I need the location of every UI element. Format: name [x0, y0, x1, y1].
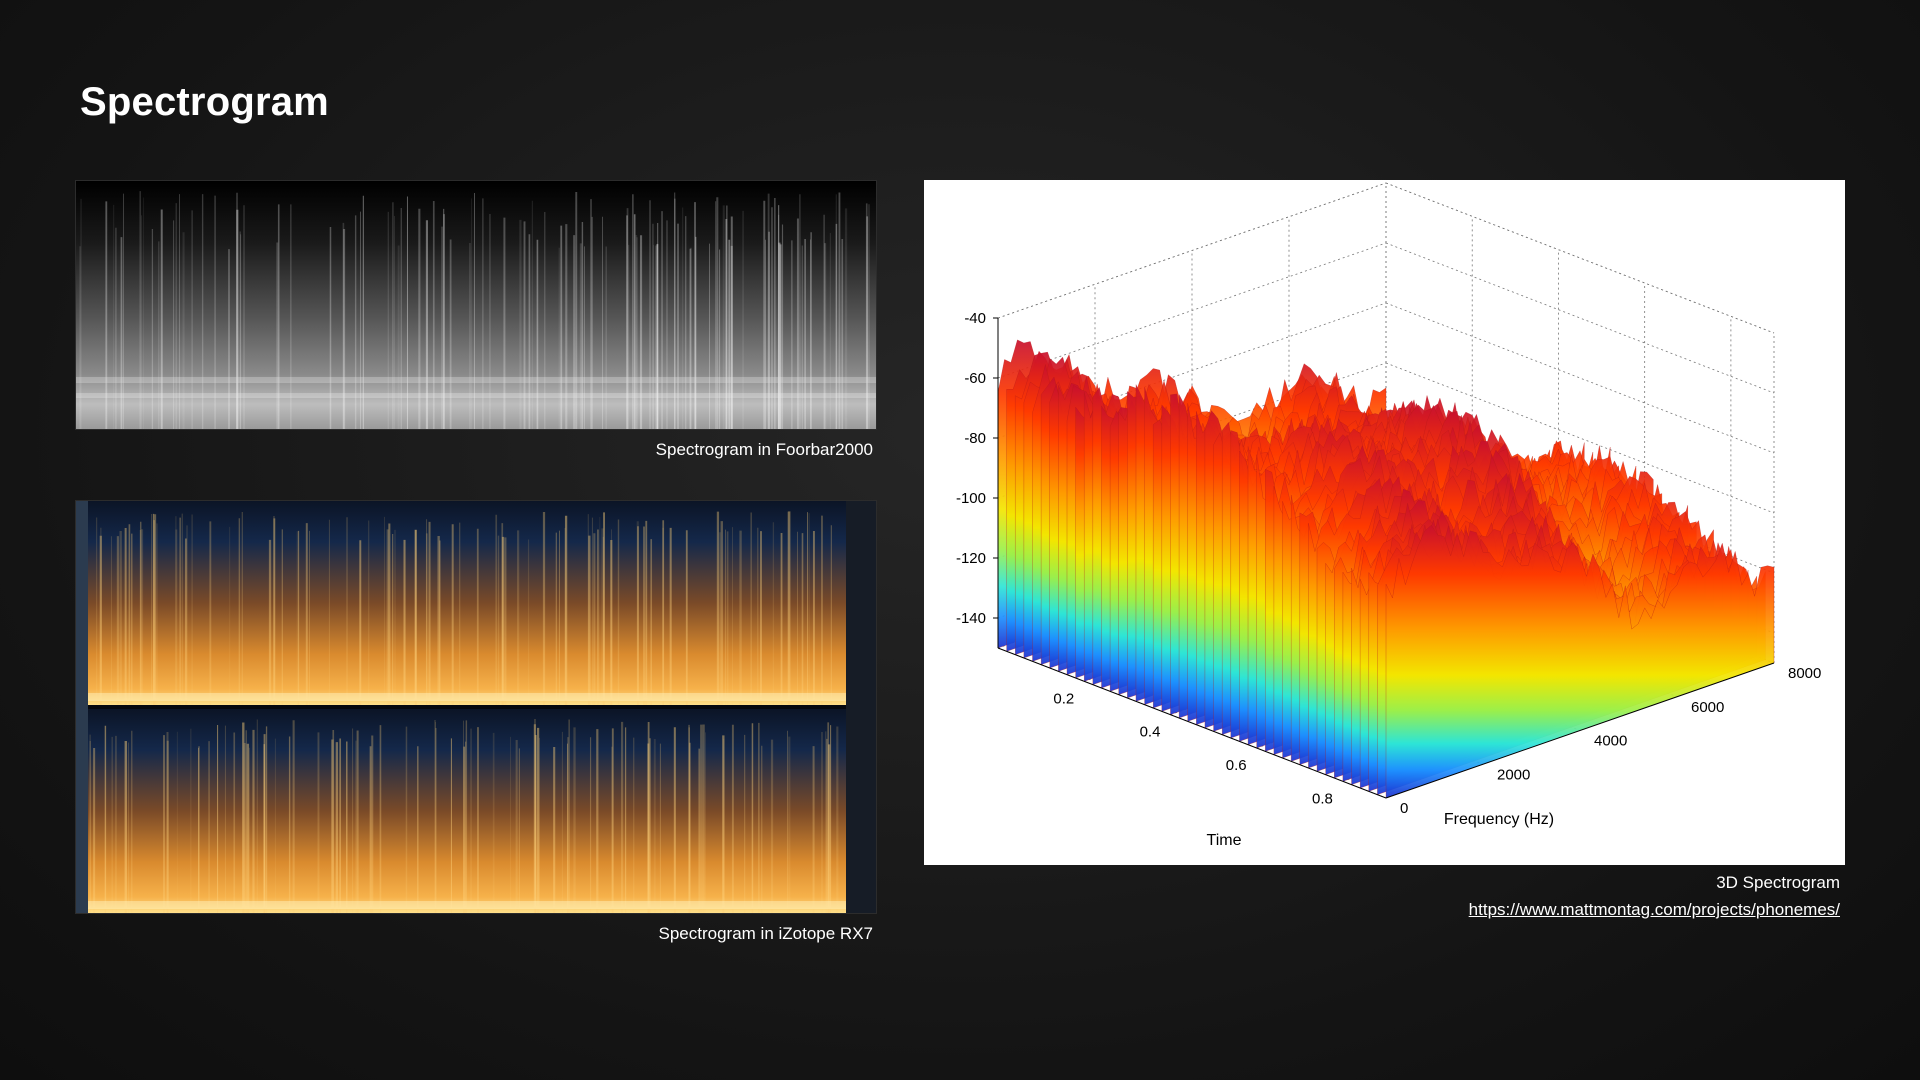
source-link[interactable]: https://www.mattmontag.com/projects/phon… — [1468, 900, 1840, 919]
slide-title: Spectrogram — [80, 80, 329, 124]
izotope-spectrogram-graphic — [76, 501, 876, 913]
x-tick-label: 0 — [1400, 800, 1408, 817]
x-tick-label: 8000 — [1788, 665, 1821, 682]
z-tick-label: -80 — [964, 430, 986, 447]
foobar-caption: Spectrogram in Foorbar2000 — [655, 440, 873, 459]
x-axis-label: Frequency (Hz) — [1444, 811, 1554, 828]
x-tick-label: 4000 — [1594, 733, 1627, 750]
izotope-spectrogram-image — [75, 500, 877, 914]
y-tick-label: 0.6 — [1226, 757, 1247, 774]
x-tick-label: 2000 — [1497, 766, 1530, 783]
surface-mesh — [997, 339, 1775, 799]
chart-axes — [997, 318, 1775, 799]
surface-strip — [1385, 524, 1775, 799]
z-tick-label: -120 — [956, 550, 986, 567]
izotope-low-band — [88, 901, 846, 909]
surface-chart: -40 -60 -80 -100 -120 -140 0.2 0.4 0.6 0.8 0 2000 40… — [924, 180, 1845, 865]
izotope-low-band — [88, 693, 846, 701]
x-tick-label: 6000 — [1691, 699, 1724, 716]
z-tick-label: -140 — [956, 610, 986, 627]
z-tick-label: -40 — [964, 310, 986, 327]
izotope-caption: Spectrogram in iZotope RX7 — [658, 924, 874, 943]
z-tick-label: -100 — [956, 490, 986, 507]
y-tick-label: 0.8 — [1312, 790, 1333, 807]
y-tick-label: 0.2 — [1053, 690, 1074, 707]
y-axis-label: Time — [1207, 832, 1242, 849]
y-tick-label: 0.4 — [1140, 724, 1161, 741]
surface-caption: 3D Spectrogram — [1716, 873, 1840, 892]
foobar-spectrogram-image — [75, 180, 877, 430]
z-tick-label: -60 — [964, 370, 986, 387]
foobar-spectrogram-graphic — [76, 181, 876, 429]
surface-chart-svg: -40 -60 -80 -100 -120 -140 0.2 0.4 0.6 0.8 0 2000 40… — [956, 182, 1821, 849]
